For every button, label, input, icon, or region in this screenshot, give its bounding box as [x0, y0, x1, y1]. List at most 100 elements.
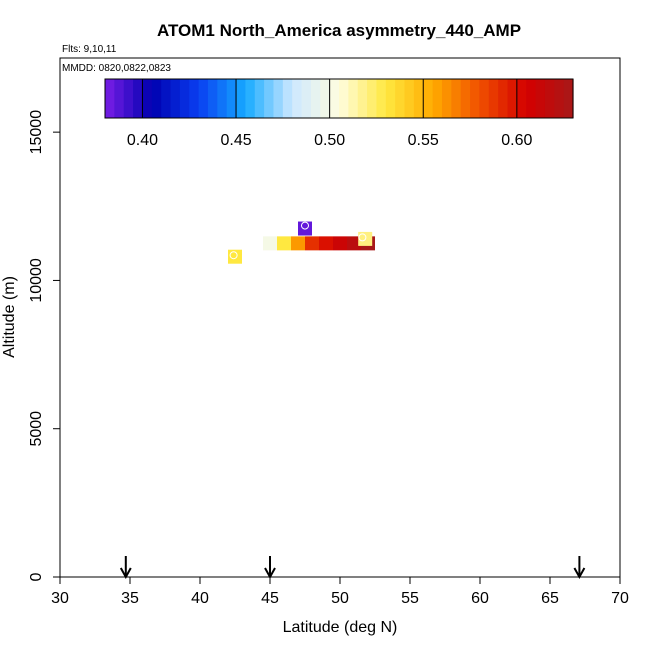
x-tick-label: 40: [191, 590, 209, 607]
colorbar-segment: [105, 79, 115, 118]
colorbar-segment: [376, 79, 387, 118]
colorbar-segment: [273, 79, 284, 118]
sample-marker: [469, 482, 477, 491]
heatmap-cell: [305, 236, 319, 251]
colorbar-segment: [563, 79, 574, 118]
colorbar-segment: [516, 79, 527, 118]
colorbar-segment: [451, 79, 462, 118]
colorbar-segment: [423, 79, 434, 118]
colorbar-segment: [339, 79, 349, 118]
colorbar-segment: [404, 79, 415, 118]
colorbar-segment: [189, 79, 200, 118]
colorbar-segment: [357, 79, 368, 118]
y-tick-label: 0: [28, 572, 45, 581]
colorbar-segment: [207, 79, 218, 118]
colorbar-segment: [498, 79, 509, 118]
heatmap-cell: [291, 236, 305, 251]
heatmap-cell: [333, 236, 347, 251]
heatmap-cell: [263, 236, 277, 251]
colorbar-segment: [367, 79, 378, 118]
colorbar-segment: [226, 79, 237, 118]
chart-title: ATOM1 North_America asymmetry_440_AMP: [157, 21, 521, 40]
colorbar-tick-label: 0.50: [314, 132, 345, 149]
colorbar-segment: [329, 79, 340, 118]
colorbar-segment: [441, 79, 452, 118]
sample-marker: [271, 386, 280, 395]
y-axis-label: Altitude (m): [1, 276, 18, 358]
heatmap-cells: [228, 221, 375, 264]
colorbar-segment: [217, 79, 228, 118]
colorbar-segment: [385, 79, 396, 118]
colorbar-segment: [264, 79, 275, 118]
colorbar-frame: [104, 78, 574, 119]
colorbar-segment: [133, 79, 144, 118]
colorbar-segment: [413, 79, 424, 118]
colorbar-segment: [395, 79, 406, 118]
heatmap-cell: [228, 249, 242, 264]
y-axis: 0 5000 10000 15000: [28, 110, 60, 581]
arrow-head: [573, 567, 586, 580]
colorbar-segment: [170, 79, 181, 118]
colorbar-segment: [198, 79, 209, 118]
sample-marker: [229, 251, 238, 260]
colorbar-segment: [142, 79, 153, 118]
colorbar-segment: [544, 79, 555, 118]
x-tick-label: 55: [401, 590, 419, 607]
x-axis-label: Latitude (deg N): [283, 619, 398, 636]
colorbar-segment: [535, 79, 546, 118]
colorbar-segment: [236, 79, 246, 118]
colorbar-segment: [554, 79, 565, 118]
heatmap-cell: [298, 221, 312, 236]
y-tick-label: 10000: [28, 258, 45, 303]
colorbar-segment: [470, 79, 480, 118]
sample-markers: [229, 221, 559, 519]
colorbar-segment: [123, 79, 134, 118]
colorbar-segment: [507, 79, 518, 118]
colorbar-segment: [179, 79, 190, 118]
x-tick-label: 50: [331, 590, 349, 607]
x-tick-label: 35: [121, 590, 139, 607]
colorbar-segment: [292, 79, 303, 118]
colorbar-tick-label: 0.60: [501, 132, 532, 149]
heatmap-cell: [319, 236, 333, 251]
colorbar-segment: [282, 79, 293, 118]
colorbar-segment: [320, 79, 331, 118]
colorbar-segment: [460, 79, 471, 118]
colorbar-tick-label: 0.55: [408, 132, 439, 149]
sample-marker: [324, 335, 333, 344]
sample-marker: [380, 347, 389, 356]
colorbar-segment: [432, 79, 443, 118]
colorbar-segment: [161, 79, 172, 118]
x-tick-label: 65: [541, 590, 559, 607]
arrow-head: [264, 567, 276, 580]
sample-marker: [550, 510, 559, 519]
x-tick-label: 60: [471, 590, 489, 607]
heatmap-cell: [347, 236, 361, 251]
colorbar-segment: [245, 79, 256, 118]
colorbar-tick-label: 0.45: [220, 132, 251, 149]
colorbar-segment: [310, 79, 321, 118]
sample-marker: [358, 233, 367, 242]
arrow-head: [119, 567, 132, 580]
x-tick-label: 70: [611, 590, 629, 607]
heatmap-cell: [277, 236, 291, 251]
sample-marker: [340, 478, 349, 487]
colorbar-segment: [526, 79, 537, 118]
dates-label: MMDD: 0820,0822,0823: [62, 63, 171, 74]
colorbar-segment: [301, 79, 312, 118]
sample-marker: [301, 221, 309, 230]
flights-label: Flts: 9,10,11: [62, 44, 117, 55]
colorbar-tick-label: 0.40: [127, 132, 158, 149]
sample-marker: [280, 454, 288, 463]
flight-arrows: [119, 556, 586, 580]
x-axis: 30 35 40 45 50 55 60 65 70: [51, 577, 629, 607]
colorbar-segment: [114, 79, 125, 118]
y-tick-label: 15000: [28, 110, 45, 155]
colorbar-segment: [254, 79, 265, 118]
colorbar-segment: [488, 79, 499, 118]
colorbar-segment: [348, 79, 359, 118]
x-tick-label: 45: [261, 590, 279, 607]
colorbar-segment: [151, 79, 162, 118]
y-tick-label: 5000: [28, 411, 45, 447]
